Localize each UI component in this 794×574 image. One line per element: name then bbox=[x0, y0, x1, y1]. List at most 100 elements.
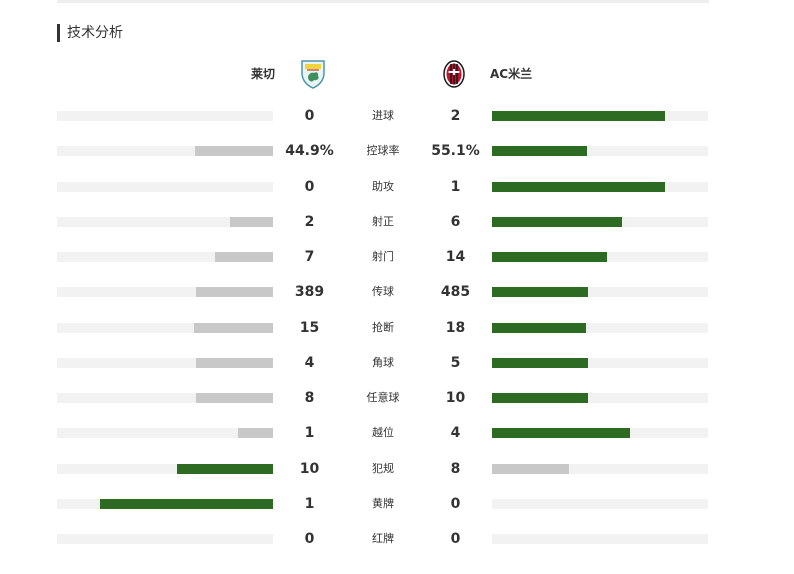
away-stat-value: 1 bbox=[450, 178, 461, 195]
home-bar-fill bbox=[100, 498, 273, 509]
ac-milan-crest-icon[interactable] bbox=[442, 59, 470, 89]
away-team-name[interactable]: AC米兰 bbox=[490, 67, 533, 81]
away-bar-track bbox=[492, 181, 708, 192]
home-bar-track bbox=[57, 393, 273, 403]
away-bar-fill bbox=[492, 146, 587, 157]
away-bar-track bbox=[492, 322, 708, 333]
away-bar-track bbox=[492, 428, 708, 439]
stat-label: 助攻 bbox=[372, 179, 394, 193]
away-stat-value: 8 bbox=[450, 460, 461, 477]
away-bar-track bbox=[492, 111, 708, 121]
stat-row: 44.9% 控球率 55.1% bbox=[0, 140, 794, 164]
stat-label: 黄牌 bbox=[372, 496, 394, 510]
away-bar-fill bbox=[492, 216, 622, 227]
home-stat-value: 0 bbox=[304, 178, 315, 195]
home-stat-value: 4 bbox=[304, 354, 315, 371]
away-stat-value: 0 bbox=[450, 495, 461, 512]
stat-label: 任意球 bbox=[366, 391, 400, 404]
away-bar-track bbox=[492, 216, 708, 227]
home-bar-track bbox=[57, 287, 273, 298]
away-bar-track bbox=[492, 146, 708, 157]
away-bar-fill bbox=[492, 252, 607, 262]
away-bar-fill bbox=[492, 357, 588, 368]
stat-label: 犯规 bbox=[372, 461, 394, 475]
away-bar-track bbox=[492, 252, 708, 262]
away-bar-track bbox=[492, 287, 708, 298]
home-stat-value: 1 bbox=[304, 495, 315, 512]
away-stat-value: 485 bbox=[440, 284, 471, 301]
home-bar-fill bbox=[196, 287, 273, 298]
away-stat-value: 6 bbox=[450, 213, 461, 230]
stat-row: 10 犯规 8 bbox=[0, 458, 794, 482]
home-stat-value: 2 bbox=[304, 213, 315, 230]
stat-label: 射正 bbox=[372, 214, 394, 228]
home-bar-track bbox=[57, 111, 273, 121]
home-bar-fill bbox=[230, 216, 273, 227]
home-stat-value: 7 bbox=[304, 249, 315, 265]
stat-row: 1 黄牌 0 bbox=[0, 493, 794, 517]
stat-row: 4 角球 5 bbox=[0, 352, 794, 376]
away-bar-fill bbox=[492, 287, 588, 298]
stat-label: 抢断 bbox=[372, 320, 394, 334]
stat-label: 角球 bbox=[372, 355, 394, 369]
stat-row: 7 射门 14 bbox=[0, 246, 794, 270]
home-stat-value: 389 bbox=[294, 284, 325, 301]
home-bar-track bbox=[57, 252, 273, 262]
stat-row: 0 红牌 0 bbox=[0, 528, 794, 552]
home-bar-fill bbox=[196, 393, 273, 403]
home-bar-track bbox=[57, 428, 273, 439]
home-stat-value: 44.9% bbox=[285, 143, 334, 160]
away-stat-value: 4 bbox=[450, 425, 461, 442]
top-divider bbox=[57, 0, 709, 3]
home-bar-track bbox=[57, 322, 273, 333]
home-bar-track bbox=[57, 498, 273, 509]
away-bar-fill bbox=[492, 111, 665, 121]
home-bar-track bbox=[57, 463, 273, 474]
away-bar-track bbox=[492, 463, 708, 474]
stat-row: 15 抢断 18 bbox=[0, 317, 794, 341]
away-stat-value: 10 bbox=[445, 390, 466, 406]
away-bar-fill bbox=[492, 463, 569, 474]
home-bar-track bbox=[57, 181, 273, 192]
away-bar-track bbox=[492, 534, 708, 544]
section-title: 技术分析 bbox=[57, 24, 123, 42]
away-bar-track bbox=[492, 357, 708, 368]
away-stat-value: 0 bbox=[450, 531, 461, 547]
away-stat-value: 55.1% bbox=[431, 143, 480, 160]
home-team-name[interactable]: 莱切 bbox=[250, 67, 275, 81]
away-stat-value: 5 bbox=[450, 354, 461, 371]
stat-row: 0 助攻 1 bbox=[0, 176, 794, 200]
home-stat-value: 1 bbox=[304, 425, 315, 442]
home-bar-track bbox=[57, 357, 273, 368]
stat-label: 越位 bbox=[372, 426, 394, 440]
stat-label: 控球率 bbox=[366, 144, 400, 158]
stat-label: 红牌 bbox=[372, 532, 394, 545]
away-bar-track bbox=[492, 498, 708, 509]
home-bar-fill bbox=[215, 252, 273, 262]
home-bar-fill bbox=[177, 463, 273, 474]
away-bar-fill bbox=[492, 322, 586, 333]
stat-row: 0 进球 2 bbox=[0, 105, 794, 129]
home-bar-fill bbox=[196, 357, 273, 368]
stat-label: 射门 bbox=[372, 250, 394, 263]
stat-row: 8 任意球 10 bbox=[0, 387, 794, 411]
home-bar-track bbox=[57, 216, 273, 227]
home-bar-fill bbox=[238, 428, 273, 439]
stat-row: 2 射正 6 bbox=[0, 211, 794, 235]
lecce-crest-icon[interactable] bbox=[299, 59, 327, 89]
home-stat-value: 8 bbox=[304, 390, 315, 406]
away-bar-fill bbox=[492, 393, 588, 403]
away-bar-fill bbox=[492, 181, 665, 192]
stat-label: 传球 bbox=[372, 285, 394, 299]
home-stat-value: 15 bbox=[299, 319, 320, 336]
home-bar-track bbox=[57, 146, 273, 157]
home-bar-track bbox=[57, 534, 273, 544]
away-stat-value: 18 bbox=[445, 319, 466, 336]
away-stat-value: 14 bbox=[445, 249, 466, 265]
home-stat-value: 0 bbox=[304, 108, 315, 124]
home-stat-value: 10 bbox=[299, 460, 320, 477]
stat-row: 1 越位 4 bbox=[0, 422, 794, 446]
stat-row: 389 传球 485 bbox=[0, 281, 794, 305]
away-bar-fill bbox=[492, 428, 630, 439]
stat-label: 进球 bbox=[372, 109, 394, 122]
